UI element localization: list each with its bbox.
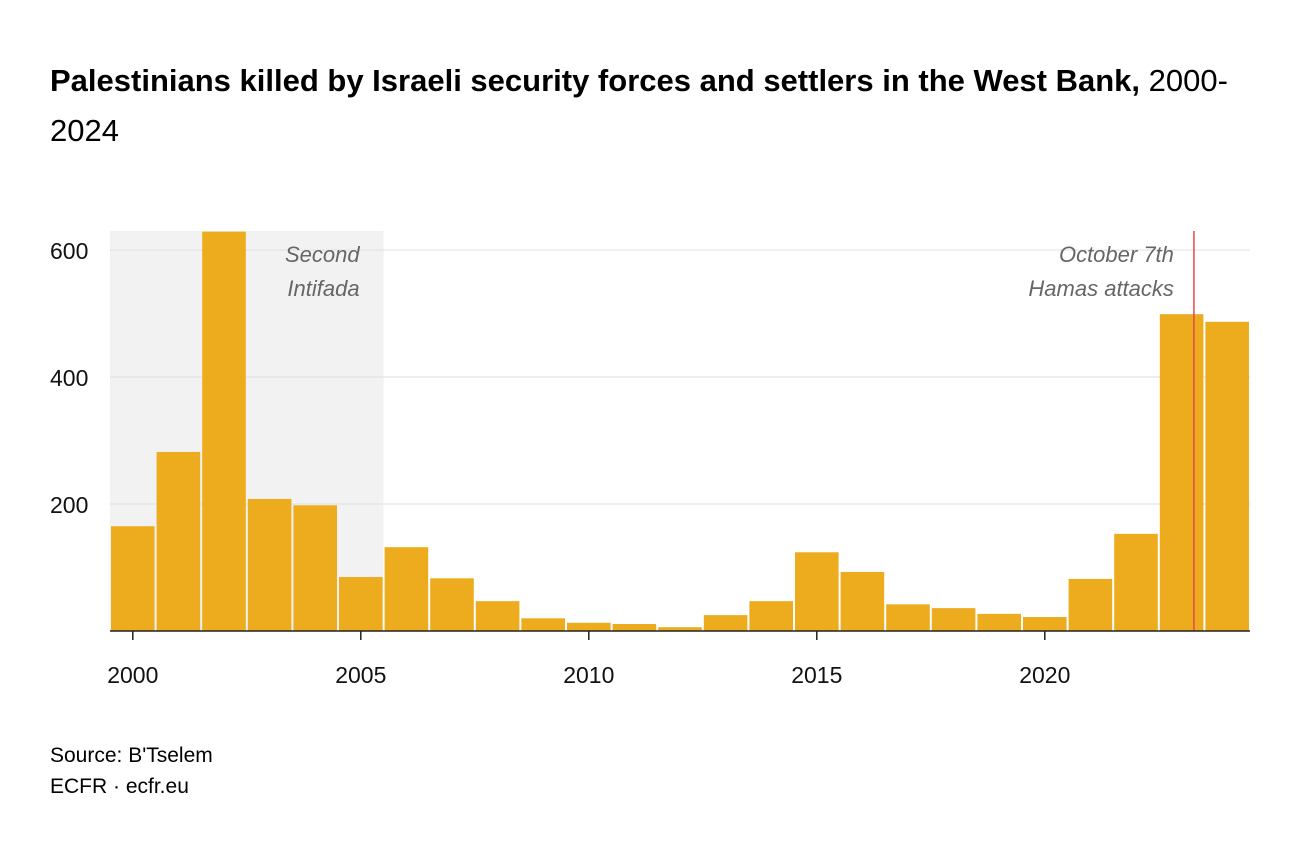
shaded-period-label: Intifada [287,276,359,301]
bar-2002 [202,231,246,631]
bar-2006 [384,547,429,631]
bar-2012 [658,627,702,631]
x-tick-label: 2005 [335,662,386,688]
bar-2014 [749,601,793,631]
event-line-label: Hamas attacks [1028,276,1174,301]
bar-2019 [977,613,1021,631]
bar-2021 [1068,578,1113,631]
bar-2000 [111,526,155,631]
title-bold: Palestinians killed by Israeli security … [50,63,1141,98]
shaded-period-label: Second [285,242,360,267]
source-text: Source: B'Tselem [50,744,213,767]
title-subtitle: 2000-2024 [50,63,1228,148]
credit-text: ECFR · ecfr.eu [50,775,189,798]
source-block: Source: B'Tselem ECFR · ecfr.eu [50,740,213,802]
event-line-label: October 7th [1059,242,1174,267]
bar-2020 [1023,617,1067,631]
bar-2023 [1159,314,1204,631]
bar-2010 [567,622,611,631]
bar-2003 [247,498,292,631]
bar-2013 [703,615,748,631]
bar-2001 [156,451,201,631]
bar-2004 [293,505,337,631]
chart-title: Palestinians killed by Israeli security … [50,56,1250,156]
x-tick-label: 2015 [791,662,842,688]
bar-2011 [612,624,657,631]
bar-2007 [430,578,474,631]
shaded-period [110,231,384,631]
bar-2009 [521,618,565,631]
bar-2018 [931,608,976,631]
bar-2016 [840,571,885,631]
y-tick-label: 200 [50,492,88,518]
bar-2008 [475,601,520,631]
x-tick-label: 2000 [107,662,158,688]
bar-2015 [795,552,839,631]
y-tick-label: 600 [50,238,88,264]
x-tick-label: 2010 [563,662,614,688]
bar-2022 [1114,533,1158,631]
y-tick-label: 400 [50,365,88,391]
bar-2005 [339,577,383,631]
x-tick-label: 2020 [1019,662,1070,688]
bar-2017 [886,604,930,631]
bar-2024 [1205,321,1249,631]
